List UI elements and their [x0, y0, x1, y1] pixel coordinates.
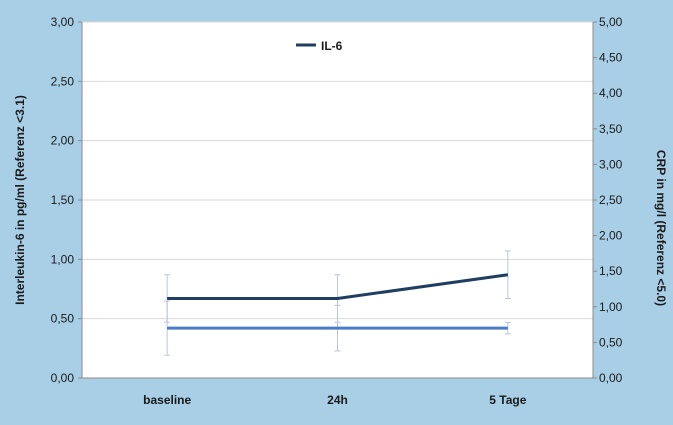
right-tick-label: 3,50 — [599, 122, 623, 136]
right-tick-label: 0,50 — [599, 335, 623, 349]
left-tick-label: 0,50 — [51, 312, 75, 326]
right-tick-label: 5,00 — [599, 15, 623, 29]
x-tick-label: baseline — [143, 393, 191, 407]
right-tick-label: 4,00 — [599, 86, 623, 100]
legend: IL-6 — [296, 39, 343, 53]
series-lines — [167, 273, 509, 330]
axes — [78, 21, 597, 379]
right-tick-label: 0,00 — [599, 371, 623, 385]
right-tick-label: 3,00 — [599, 157, 623, 171]
right-y-tick-labels: 0,00 0,50 1,00 1,50 2,00 2,50 3,00 3,50 4,00 4,50… — [599, 15, 623, 385]
left-y-tick-labels: 0,00 0,50 1,00 1,50 2,00 2,50 3,00 — [51, 15, 75, 385]
x-tick-labels: baseline 24h 5 Tage — [143, 393, 527, 407]
right-tick-label: 2,00 — [599, 229, 623, 243]
left-tick-label: 3,00 — [51, 15, 75, 29]
right-tick-label: 1,50 — [599, 264, 623, 278]
right-tick-label: 2,50 — [599, 193, 623, 207]
left-tick-label: 1,00 — [51, 252, 75, 266]
left-axis-title: Interleukin-6 in pg/ml (Referenz <3.1) — [13, 95, 27, 305]
right-axis-title: CRP in mg/l (Referenz <5.0) — [654, 150, 668, 306]
left-tick-label: 1,50 — [51, 193, 75, 207]
left-tick-label: 0,00 — [51, 371, 75, 385]
x-tick-label: 5 Tage — [489, 393, 526, 407]
x-tick-label: 24h — [327, 393, 348, 407]
left-tick-label: 2,00 — [51, 134, 75, 148]
right-tick-label: 1,00 — [599, 300, 623, 314]
legend-label-il6: IL-6 — [321, 39, 343, 53]
right-tick-label: 4,50 — [599, 51, 623, 65]
left-tick-label: 2,50 — [51, 74, 75, 88]
